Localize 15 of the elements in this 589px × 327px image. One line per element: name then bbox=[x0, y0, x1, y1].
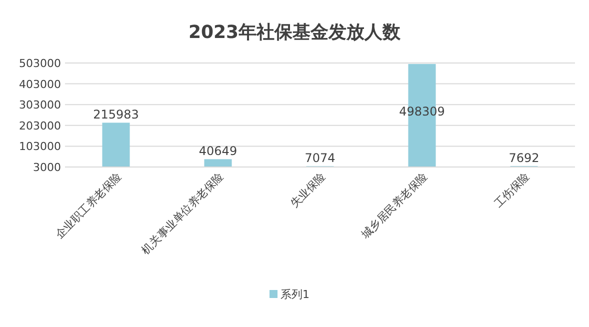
x-tick-label: 城乡居民养老保险 bbox=[358, 170, 430, 242]
data-label: 215983 bbox=[93, 108, 139, 122]
data-label: 7074 bbox=[304, 151, 336, 166]
y-tick-label: 203000 bbox=[19, 119, 61, 132]
y-tick-label: 503000 bbox=[19, 57, 61, 70]
x-tick-label: 机关事业单位养老保险 bbox=[139, 170, 226, 257]
x-tick-label: 工伤保险 bbox=[492, 170, 532, 210]
y-tick-label: 403000 bbox=[19, 78, 61, 91]
data-label: 40649 bbox=[198, 144, 238, 158]
y-tick-label: 103000 bbox=[19, 140, 61, 154]
chart-title: 2023年社保基金发放人数 bbox=[188, 22, 402, 43]
data-label: 7692 bbox=[508, 151, 540, 166]
x-tick-label: 失业保险 bbox=[288, 170, 328, 210]
y-tick-label: 303000 bbox=[19, 98, 61, 112]
legend-label: 系列1 bbox=[280, 288, 310, 301]
